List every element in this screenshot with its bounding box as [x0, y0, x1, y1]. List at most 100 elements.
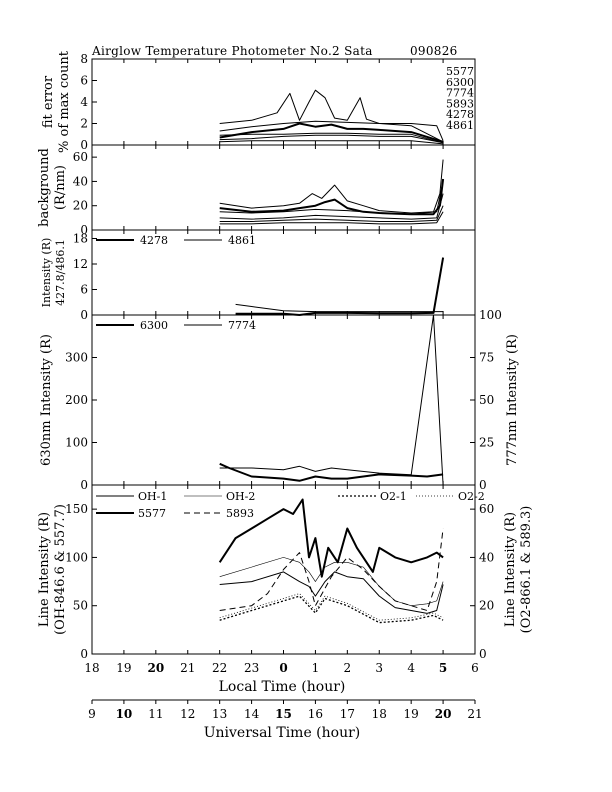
series-line-4861 — [235, 303, 444, 313]
y-right-tick-label: 60 — [479, 502, 494, 516]
figure-date: 090826 — [410, 44, 458, 58]
legend-label: 4278 — [140, 234, 168, 247]
plot-frame — [91, 314, 476, 486]
y-right-axis-label: Line Intensity (R) — [503, 512, 518, 627]
y-tick-label: 6 — [80, 74, 88, 88]
series-line-4278 — [235, 257, 445, 316]
y-axis-label: 630nm Intensity (R) — [39, 334, 54, 466]
series-line-5577 — [219, 122, 444, 143]
y-tick-label: 6 — [80, 283, 88, 297]
local-time-tick-label: 5 — [439, 661, 447, 675]
y-tick-label: 0 — [80, 138, 88, 152]
series-line-5893 — [219, 528, 444, 611]
series-line-6300 — [219, 89, 444, 141]
y-right-tick-label: 75 — [479, 351, 494, 365]
panel-background: 0 20 40 60 background (R/nm) — [37, 144, 476, 237]
series-line-OH-2 — [219, 557, 444, 607]
y-tick-label: 40 — [73, 174, 88, 188]
y-right-tick-label: 25 — [479, 436, 494, 450]
time-axes: 18 19 20 21 22 23 0 1 2 3 4 5 69 10 11 12 13 14 15 16 17 18 19… — [84, 661, 482, 721]
panel-427.8/486.1: 0 6 12 18 Intensity (R) 427.8/486.1 4278 4861 — [40, 229, 476, 322]
local-time-tick-label: 22 — [212, 661, 227, 675]
y-tick-label: 2 — [80, 117, 88, 131]
y-tick-label: 50 — [73, 599, 88, 613]
y-tick-label: 20 — [73, 199, 88, 213]
y-tick-label: 0 — [80, 478, 88, 492]
y-axis-label: 427.8/486.1 — [54, 239, 67, 306]
local-time-tick-label: 2 — [344, 661, 352, 675]
legend-label: 7774 — [228, 319, 256, 332]
series-end-label: 4861 — [446, 119, 474, 132]
series-line-O2-1 — [219, 595, 444, 624]
ut-tick-label: 17 — [340, 707, 355, 721]
ut-tick-label: 10 — [116, 707, 133, 721]
series-end-label: 5577 — [446, 65, 474, 78]
local-time-tick-label: 6 — [471, 661, 479, 675]
ut-tick-label: 20 — [435, 707, 452, 721]
legend-label: O2-1 — [380, 490, 407, 503]
series-line — [219, 181, 444, 215]
y-axis-label: (R/nm) — [53, 165, 68, 210]
y-tick-label: 60 — [73, 150, 88, 164]
figure-title: Airglow Temperature Photometer No.2 Sata — [91, 44, 373, 58]
legend-label: 4861 — [228, 234, 256, 247]
series-line-7774 — [219, 314, 444, 486]
y-right-tick-label: 40 — [479, 550, 494, 564]
universal-time-label: Universal Time (hour) — [204, 725, 361, 741]
y-tick-label: 0 — [80, 223, 88, 237]
plot-frame — [91, 144, 476, 231]
local-time-tick-label: 0 — [279, 661, 287, 675]
series-line-4278 — [219, 140, 444, 145]
y-axis-label: (OH-846.6 & 557.7) — [53, 504, 68, 635]
plot-frame — [91, 58, 476, 146]
ut-tick-label: 12 — [180, 707, 195, 721]
series-line — [219, 178, 445, 216]
series-line-7774 — [219, 120, 444, 143]
y-right-axis-label: (O2-866.1 & 589.3) — [519, 506, 534, 634]
y-tick-label: 200 — [65, 393, 88, 407]
ut-tick-label: 21 — [467, 707, 482, 721]
y-tick-label: 100 — [65, 436, 88, 450]
y-tick-label: 8 — [80, 52, 88, 66]
legend-label: O2-2 — [458, 490, 485, 503]
y-axis-label: Intensity (R) — [40, 238, 53, 308]
series-line — [219, 159, 444, 214]
legend-label: OH-2 — [226, 490, 255, 503]
y-tick-label: 150 — [65, 502, 88, 516]
y-tick-label: 18 — [73, 232, 88, 246]
y-right-tick-label: 50 — [479, 393, 494, 407]
local-time-label: Local Time (hour) — [219, 679, 346, 695]
y-axis-label: fit error — [41, 75, 56, 128]
panel-fit-error: 0 2 4 6 8 fit error% of max count 557763007774… — [41, 50, 476, 153]
ut-tick-label: 16 — [308, 707, 323, 721]
local-time-tick-label: 21 — [180, 661, 195, 675]
legend-label: 5893 — [226, 507, 254, 520]
y-tick-label: 4 — [80, 95, 88, 109]
y-axis-label: Line Intensity (R) — [37, 512, 52, 627]
series-end-label: 5893 — [446, 97, 474, 110]
y-tick-label: 12 — [73, 257, 88, 271]
series-line — [219, 205, 444, 222]
series-line-O2-2 — [219, 593, 444, 621]
series-line-5893 — [219, 134, 444, 144]
local-time-tick-label: 23 — [244, 661, 259, 675]
y-tick-label: 0 — [80, 647, 88, 661]
local-time-tick-label: 3 — [375, 661, 383, 675]
series-end-label: 4278 — [446, 108, 474, 121]
series-line-4861 — [219, 132, 444, 144]
ut-tick-label: 14 — [244, 707, 260, 721]
y-tick-label: 0 — [80, 308, 88, 322]
local-time-tick-label: 1 — [312, 661, 320, 675]
y-axis-label: % of max count — [57, 50, 72, 153]
ut-tick-label: 15 — [275, 707, 292, 721]
local-time-tick-label: 18 — [84, 661, 99, 675]
local-time-tick-label: 20 — [147, 661, 164, 675]
local-time-tick-label: 19 — [116, 661, 131, 675]
ut-tick-label: 11 — [148, 707, 163, 721]
ut-tick-label: 18 — [372, 707, 387, 721]
series-line — [219, 211, 444, 225]
legend-label: OH-1 — [138, 490, 167, 503]
series-end-label: 6300 — [446, 76, 474, 89]
